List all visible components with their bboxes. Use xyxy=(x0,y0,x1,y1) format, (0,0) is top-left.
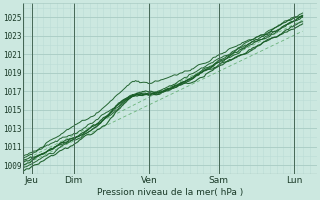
X-axis label: Pression niveau de la mer( hPa ): Pression niveau de la mer( hPa ) xyxy=(97,188,243,197)
